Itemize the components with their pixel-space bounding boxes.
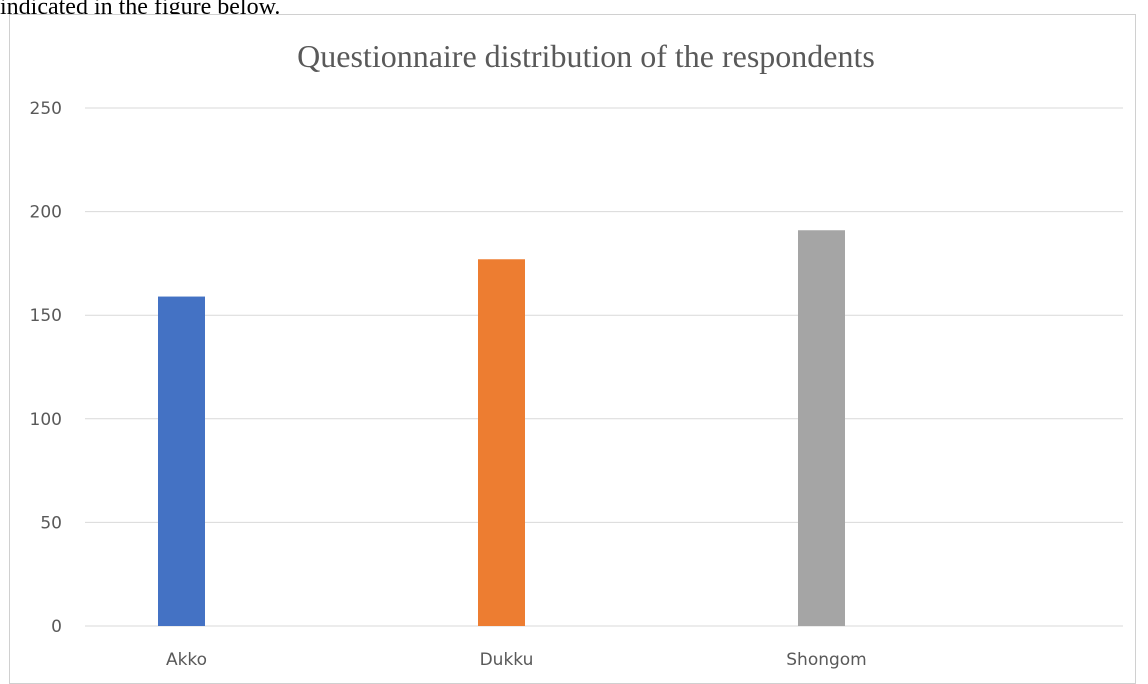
y-tick-label-200: 200	[30, 203, 62, 223]
category-label-akko: Akko	[166, 650, 207, 670]
chart-title: Questionnaire distribution of the respon…	[297, 38, 875, 74]
gridlines	[85, 107, 1123, 627]
category-label-shongom: Shongom	[786, 650, 867, 670]
bar-shongom	[798, 230, 845, 627]
bar-dukku	[478, 259, 525, 626]
category-label-dukku: Dukku	[480, 650, 534, 670]
y-tick-label-150: 150	[30, 306, 62, 326]
bar-akko	[158, 296, 205, 626]
x-axis-categories: Akko Dukku Shongom	[166, 650, 867, 670]
y-axis-ticks: 0 50 100 150 200 250	[30, 99, 62, 637]
y-tick-label-50: 50	[40, 513, 62, 533]
bars	[158, 230, 845, 627]
y-tick-label-0: 0	[51, 617, 62, 637]
y-tick-label-250: 250	[30, 99, 62, 119]
y-tick-label-100: 100	[30, 410, 62, 430]
